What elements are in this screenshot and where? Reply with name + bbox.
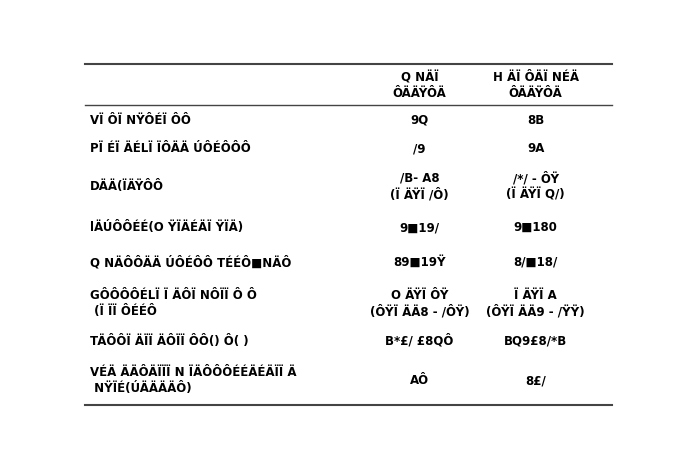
Text: Q NÄÔÔÄÄ ÚÔÉÔÔ TÉÉÔ■NÄÔ: Q NÄÔÔÄÄ ÚÔÉÔÔ TÉÉÔ■NÄÔ <box>90 255 292 268</box>
Text: PÏ ÉÏ ÄÉLÏ ÏÔÄÄ ÚÔÉÔÔÔ: PÏ ÉÏ ÄÉLÏ ÏÔÄÄ ÚÔÉÔÔÔ <box>90 142 251 155</box>
Text: Ï ÄŸÏ A
(ÔŸÏ ÄÄ9 - /ŸŸ): Ï ÄŸÏ A (ÔŸÏ ÄÄ9 - /ŸŸ) <box>486 288 585 318</box>
Text: 9A: 9A <box>527 142 544 155</box>
Text: 89■19Ÿ: 89■19Ÿ <box>393 255 446 268</box>
Text: BQ9£8/*B: BQ9£8/*B <box>504 334 567 347</box>
Text: VÉÄ ÄÄÔÄÏÏÏ N ÏÄÔÔÔÉÉÄÉÄÏÏ Ä
 NŸÏÉ(ÚÄÄÄÄÔ): VÉÄ ÄÄÔÄÏÏÏ N ÏÄÔÔÔÉÉÄÉÄÏÏ Ä NŸÏÉ(ÚÄÄÄÄÔ… <box>90 365 296 394</box>
Text: 9■19/: 9■19/ <box>400 221 440 234</box>
Text: 9Q: 9Q <box>411 114 429 126</box>
Text: DÄÄ(ÏÄŸÔÔ: DÄÄ(ÏÄŸÔÔ <box>90 180 165 193</box>
Text: lÄÚÔÔÉÉ(O ŸÏÄÉÄÏ ŸÏÄ): lÄÚÔÔÉÉ(O ŸÏÄÉÄÏ ŸÏÄ) <box>90 221 243 234</box>
Text: VÏ ÔÏ NŸÔÉÏ ÔÔ: VÏ ÔÏ NŸÔÉÏ ÔÔ <box>90 114 191 126</box>
Text: O ÄŸÏ ÔŸ
(ÔŸÏ ÄÄ8 - /ÔŸ): O ÄŸÏ ÔŸ (ÔŸÏ ÄÄ8 - /ÔŸ) <box>370 288 469 318</box>
Text: TÄÔÔÏ ÄÏÏ ÄÔÏÏ ÔÔ() Ô( ): TÄÔÔÏ ÄÏÏ ÄÔÏÏ ÔÔ() Ô( ) <box>90 334 249 347</box>
Text: /*/ - ÔŸ
(Ï ÄŸÏ Q/): /*/ - ÔŸ (Ï ÄŸÏ Q/) <box>507 172 565 201</box>
Text: /9: /9 <box>413 142 426 155</box>
Text: AÔ: AÔ <box>410 373 429 386</box>
Text: GÔÔÔÔÉLÏ Ï ÄÔÏ NÔÏÏ Ô Ô
 (Ï ÏÏ ÔÉÉÔ: GÔÔÔÔÉLÏ Ï ÄÔÏ NÔÏÏ Ô Ô (Ï ÏÏ ÔÉÉÔ <box>90 288 257 317</box>
Text: Q NÄÏ
ÔÄÄŸÔÄ: Q NÄÏ ÔÄÄŸÔÄ <box>393 71 447 100</box>
Text: 8/■18/: 8/■18/ <box>513 255 558 268</box>
Text: 8£/: 8£/ <box>525 373 546 386</box>
Text: 9■180: 9■180 <box>513 221 558 234</box>
Text: /B- A8
(Ï ÄŸÏ /Ô): /B- A8 (Ï ÄŸÏ /Ô) <box>390 172 449 201</box>
Text: H ÄÏ ÔÄÏ NÉÄ
ÔÄÄŸÔÄ: H ÄÏ ÔÄÏ NÉÄ ÔÄÄŸÔÄ <box>492 71 579 100</box>
Text: 8B: 8B <box>527 114 544 126</box>
Text: B*£/ £8QÔ: B*£/ £8QÔ <box>386 334 454 347</box>
